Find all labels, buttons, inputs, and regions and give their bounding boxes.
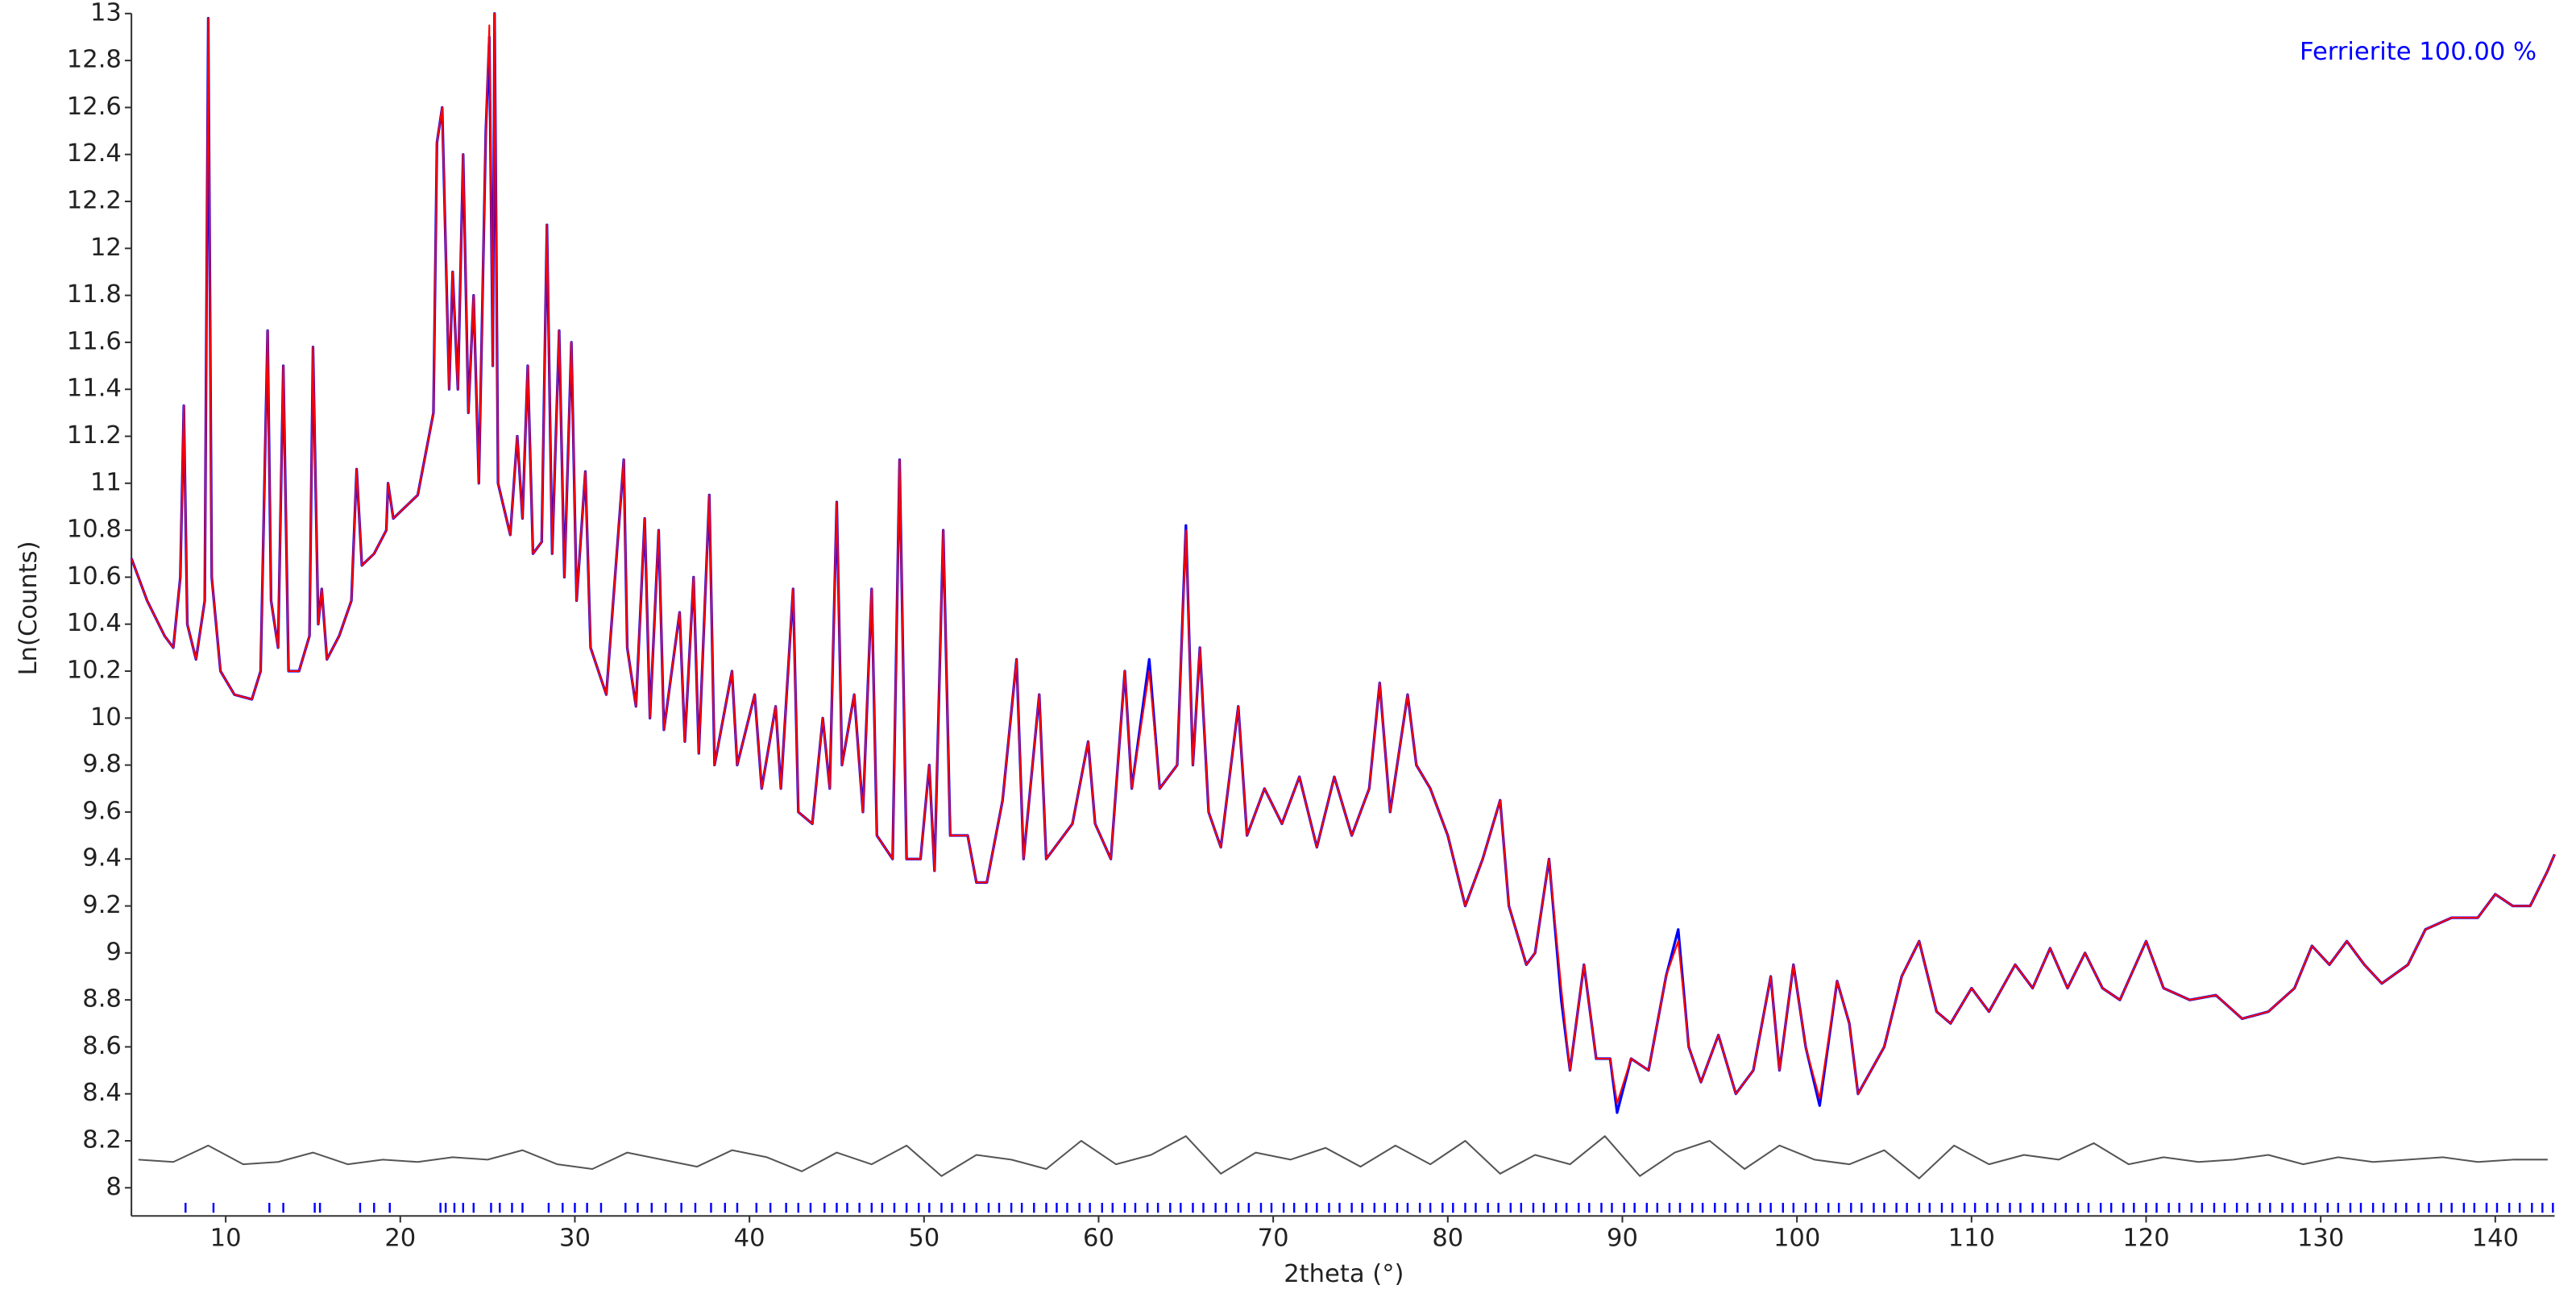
y-tick-label: 9.2 [82,891,122,919]
y-tick-label: 10.6 [67,562,122,591]
y-tick-label: 11.2 [67,421,122,450]
x-tick-label: 120 [2122,1224,2169,1252]
y-tick-label: 10.4 [67,609,122,637]
y-tick-label: 8.2 [82,1126,122,1155]
y-tick-label: 12.6 [67,93,122,121]
y-tick-label: 9.6 [82,797,122,825]
x-tick-label: 110 [1948,1224,1995,1252]
y-tick-label: 11 [90,468,122,496]
x-tick-label: 40 [734,1224,765,1252]
y-tick-label: 11.8 [67,280,122,309]
x-axis-label: 2theta (°) [1284,1260,1404,1288]
x-tick-label: 130 [2297,1224,2344,1252]
y-tick-label: 9.8 [82,750,122,778]
data-line [138,1135,2548,1179]
y-tick-label: 10.2 [67,657,122,685]
x-tick-label: 60 [1083,1224,1114,1252]
y-tick-label: 13 [90,0,122,27]
y-tick-label: 12 [90,234,122,262]
x-tick-label: 90 [1607,1224,1638,1252]
y-tick-label: 9 [106,938,121,966]
legend-text: Ferrierite 100.00 % [2300,38,2537,66]
y-tick-label: 11.6 [67,327,122,355]
y-tick-label: 8.8 [82,985,122,1014]
y-tick-label: 10 [90,703,122,732]
x-tick-label: 140 [2472,1224,2519,1252]
x-tick-label: 70 [1258,1224,1289,1252]
y-tick-label: 12.2 [67,187,122,215]
y-tick-label: 11.4 [67,375,122,403]
y-tick-label: 8.4 [82,1079,122,1107]
y-tick-label: 8 [106,1173,121,1201]
x-tick-label: 30 [559,1224,591,1252]
data-line [131,12,2556,1105]
x-tick-label: 100 [1773,1224,1820,1252]
y-tick-label: 12.4 [67,139,122,168]
y-tick-label: 8.6 [82,1032,122,1060]
y-tick-label: 12.8 [67,46,122,74]
y-axis-label: Ln(Counts) [15,541,43,675]
y-tick-label: 10.8 [67,516,122,544]
x-tick-label: 80 [1432,1224,1463,1252]
x-tick-label: 20 [384,1224,416,1252]
y-tick-label: 9.4 [82,844,122,873]
x-tick-label: 50 [908,1224,940,1252]
x-tick-label: 10 [210,1224,242,1252]
